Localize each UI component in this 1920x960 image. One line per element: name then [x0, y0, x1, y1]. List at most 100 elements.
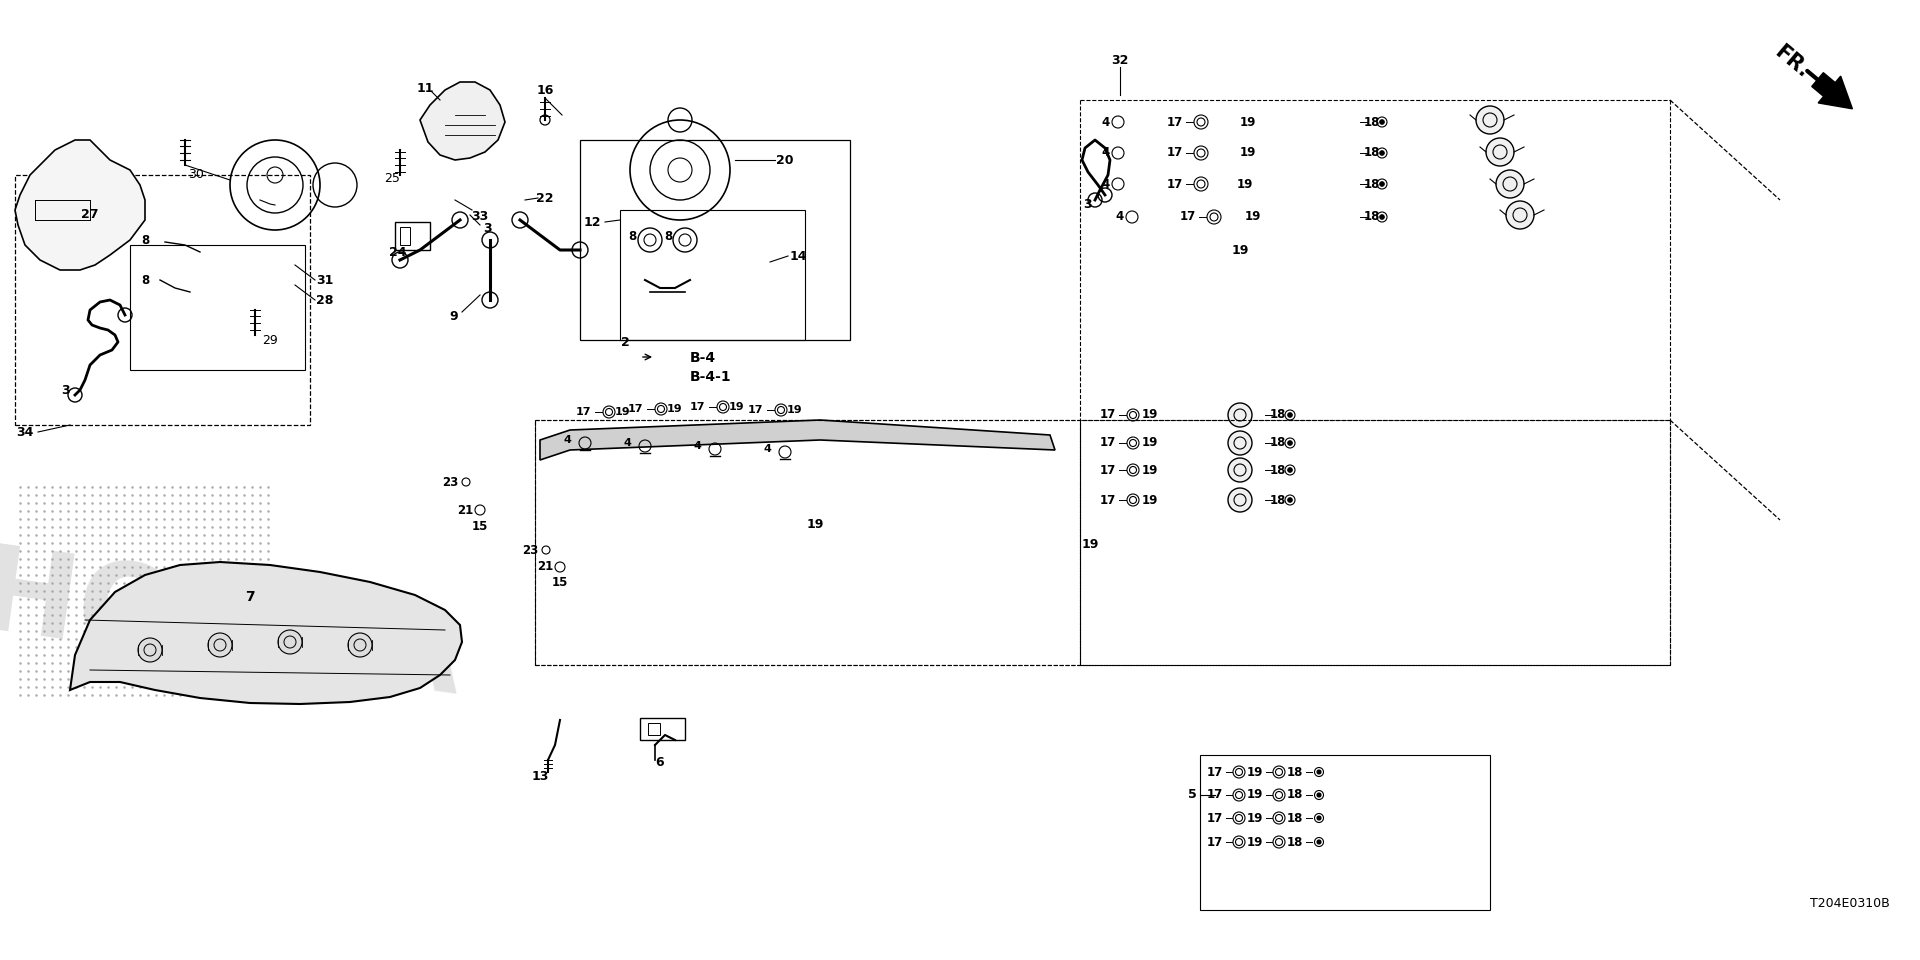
Text: 3: 3 — [1083, 199, 1092, 211]
Text: 18: 18 — [1286, 811, 1304, 825]
Text: 19: 19 — [1246, 765, 1263, 779]
Text: 17: 17 — [628, 404, 643, 414]
Polygon shape — [540, 420, 1054, 460]
Text: 19: 19 — [730, 402, 745, 412]
Text: 7: 7 — [246, 590, 255, 604]
Text: 19: 19 — [1240, 115, 1256, 129]
Text: 18: 18 — [1269, 493, 1286, 507]
Bar — [396, 222, 430, 250]
Text: 19: 19 — [1231, 244, 1248, 256]
Text: 19: 19 — [1246, 811, 1263, 825]
Text: 19: 19 — [1142, 437, 1158, 449]
Text: 11: 11 — [417, 82, 434, 94]
Circle shape — [1380, 120, 1384, 124]
Text: 17: 17 — [1208, 811, 1223, 825]
Text: 9: 9 — [449, 310, 459, 324]
Polygon shape — [69, 562, 463, 704]
Text: 8: 8 — [140, 233, 150, 247]
Text: FR.: FR. — [1770, 42, 1812, 82]
Text: 4: 4 — [624, 438, 632, 448]
Text: 4: 4 — [693, 441, 701, 451]
Text: 8: 8 — [664, 229, 672, 243]
Text: 17: 17 — [747, 405, 762, 415]
Bar — [536, 420, 1079, 665]
Text: 19: 19 — [1142, 464, 1158, 476]
Text: 19: 19 — [1236, 178, 1254, 190]
Bar — [131, 245, 305, 370]
Text: 19: 19 — [1240, 147, 1256, 159]
Polygon shape — [15, 140, 146, 270]
Text: 18: 18 — [1363, 115, 1380, 129]
Text: 17: 17 — [1100, 437, 1116, 449]
Circle shape — [1229, 488, 1252, 512]
Text: 17: 17 — [1167, 178, 1183, 190]
Text: 19: 19 — [1142, 409, 1158, 421]
Bar — [639, 718, 685, 740]
Text: 19: 19 — [787, 405, 803, 415]
Text: 19: 19 — [806, 518, 824, 532]
Text: 34: 34 — [15, 425, 35, 439]
Text: 28: 28 — [317, 294, 334, 306]
Text: 18: 18 — [1269, 409, 1286, 421]
Circle shape — [1380, 215, 1384, 219]
Circle shape — [1505, 201, 1534, 229]
Text: 19: 19 — [1244, 210, 1261, 224]
Text: T204E0310B: T204E0310B — [1811, 897, 1889, 910]
Text: 17: 17 — [1167, 115, 1183, 129]
Circle shape — [1317, 793, 1321, 797]
Text: 27: 27 — [81, 208, 98, 222]
Bar — [649, 723, 660, 735]
Text: 16: 16 — [536, 84, 553, 97]
Text: 19: 19 — [614, 407, 632, 417]
Text: 18: 18 — [1363, 210, 1380, 224]
Text: 8: 8 — [140, 274, 150, 286]
Text: 22: 22 — [536, 191, 553, 204]
Circle shape — [1496, 170, 1524, 198]
Text: 19: 19 — [1246, 835, 1263, 849]
Text: 4: 4 — [563, 435, 570, 445]
Text: 18: 18 — [1363, 178, 1380, 190]
Text: 15: 15 — [472, 519, 488, 533]
Text: 31: 31 — [317, 274, 334, 286]
Text: 17: 17 — [1167, 147, 1183, 159]
Text: 18: 18 — [1363, 147, 1380, 159]
Bar — [1079, 420, 1670, 665]
Text: 17: 17 — [689, 402, 705, 412]
Text: 18: 18 — [1286, 765, 1304, 779]
Text: 8: 8 — [628, 229, 636, 243]
Text: 4: 4 — [1102, 147, 1110, 159]
Circle shape — [1486, 138, 1515, 166]
Text: 18: 18 — [1286, 788, 1304, 802]
Text: 17: 17 — [1181, 210, 1196, 224]
Text: 17: 17 — [1208, 835, 1223, 849]
Circle shape — [138, 638, 161, 662]
Text: 17: 17 — [1100, 409, 1116, 421]
Text: 18: 18 — [1269, 437, 1286, 449]
Text: 30: 30 — [188, 169, 204, 181]
Text: 14: 14 — [789, 250, 806, 262]
Bar — [620, 210, 804, 340]
Circle shape — [1288, 441, 1292, 445]
Circle shape — [1229, 431, 1252, 455]
Text: 4: 4 — [1102, 178, 1110, 190]
Polygon shape — [420, 82, 505, 160]
Text: 21: 21 — [457, 503, 472, 516]
Text: 17: 17 — [1100, 493, 1116, 507]
Bar — [399, 227, 411, 245]
Text: B-4-1: B-4-1 — [689, 370, 732, 384]
Circle shape — [1380, 151, 1384, 156]
Text: 13: 13 — [532, 771, 549, 783]
Text: 18: 18 — [1269, 464, 1286, 476]
Text: 19: 19 — [1142, 493, 1158, 507]
Circle shape — [1288, 497, 1292, 502]
Text: 19: 19 — [666, 404, 684, 414]
Text: 23: 23 — [522, 543, 538, 557]
Text: 23: 23 — [442, 475, 459, 489]
Text: 17: 17 — [1100, 464, 1116, 476]
FancyArrow shape — [1812, 73, 1853, 108]
Text: 25: 25 — [384, 172, 399, 184]
Text: HONDA: HONDA — [0, 540, 468, 721]
Text: 6: 6 — [657, 756, 664, 769]
Text: B-4: B-4 — [689, 351, 716, 365]
Text: 19: 19 — [1081, 539, 1098, 551]
